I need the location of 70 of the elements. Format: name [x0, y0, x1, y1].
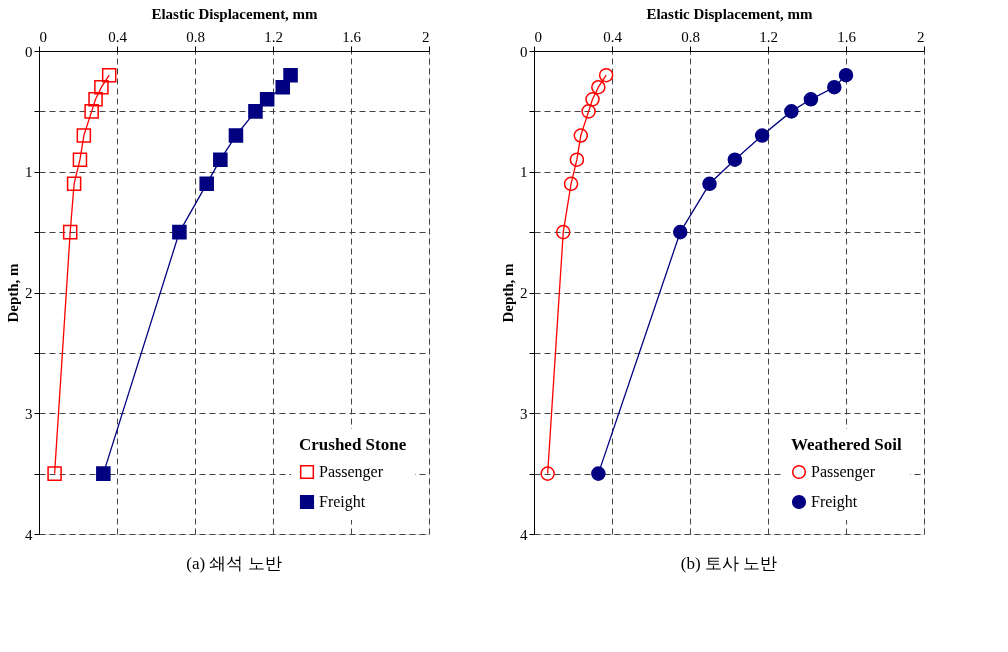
legend-label: Freight: [811, 493, 858, 511]
x-tick-label: 0.8: [186, 28, 205, 45]
y-tick-label: 0: [520, 43, 528, 60]
point: [84, 104, 99, 119]
x-tick-label: 1.2: [759, 28, 778, 45]
x-axis-title: Elastic Displacement, mm: [151, 5, 319, 22]
y-tick-label: 0: [25, 43, 33, 60]
point: [76, 128, 92, 143]
y-tick-label: 3: [25, 405, 33, 422]
x-tick-label: 1.2: [264, 28, 283, 45]
point: [540, 466, 555, 481]
x-tick-label: 2: [422, 28, 430, 45]
point: [569, 152, 585, 167]
text: (b) 토사 노반: [680, 554, 778, 573]
point: [96, 466, 111, 481]
point: [199, 176, 214, 192]
point: [672, 224, 688, 240]
y-tick-label: 4: [25, 526, 33, 543]
y-axis-title: Depth, m: [500, 262, 516, 323]
point: [573, 128, 589, 143]
y-tick-label: 3: [520, 405, 528, 422]
point: [702, 176, 717, 192]
point: [72, 152, 88, 167]
x-tick-label: 0: [39, 28, 47, 45]
point: [62, 224, 78, 240]
point: [101, 67, 117, 83]
point: [727, 152, 743, 167]
y-tick-label: 1: [520, 164, 528, 181]
point: [598, 67, 614, 83]
point: [94, 79, 109, 95]
point: [283, 67, 298, 83]
point: [585, 92, 600, 107]
point: [827, 79, 842, 95]
x-tick-label: 1.6: [837, 28, 857, 45]
point: [784, 104, 799, 119]
point: [248, 104, 263, 119]
point: [213, 152, 228, 167]
legend-label: Passenger: [811, 463, 876, 481]
point: [275, 79, 291, 95]
y-tick-label: 1: [25, 164, 33, 181]
x-tick-label: 2: [917, 28, 925, 45]
x-tick-label: 0: [534, 28, 542, 45]
point: [591, 79, 606, 95]
legend-title: Weathered Soil: [791, 435, 902, 454]
point: [66, 176, 82, 192]
point: [259, 92, 275, 107]
legend-title: Crushed Stone: [299, 435, 407, 454]
point: [555, 224, 571, 240]
x-tick-label: 0.4: [108, 28, 128, 45]
y-tick-label: 2: [25, 285, 33, 301]
x-tick-label: 0.8: [681, 28, 700, 45]
y-axis-title: Depth, m: [5, 262, 21, 323]
point: [838, 67, 854, 83]
x-tick-label: 0.4: [603, 28, 623, 45]
point: [228, 128, 244, 143]
legend-label: Freight: [319, 493, 366, 511]
y-tick-label: 2: [520, 285, 528, 301]
x-tick-label: 1.6: [342, 28, 362, 45]
point: [47, 466, 62, 481]
point: [581, 104, 596, 119]
point: [88, 92, 103, 107]
point: [803, 92, 819, 107]
point: [172, 224, 187, 240]
text: (a) 쇄석 노반: [186, 554, 282, 573]
point: [591, 466, 606, 481]
point: [563, 176, 579, 192]
y-tick-label: 4: [520, 526, 528, 543]
x-axis-title: Elastic Displacement, mm: [646, 5, 814, 22]
legend-label: Passenger: [319, 463, 384, 481]
point: [754, 128, 770, 143]
